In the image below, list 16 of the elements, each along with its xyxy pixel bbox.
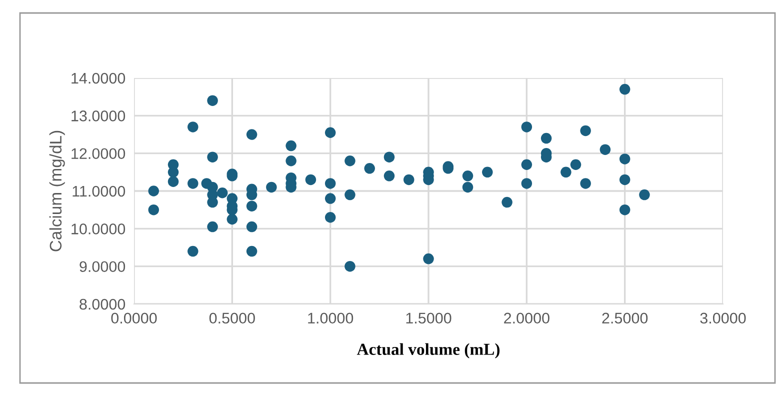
y-axis-title: Calcium (mg/dL)	[49, 130, 65, 252]
x-tick-label: 1.5000	[406, 312, 452, 324]
y-tick-label: 13.0000	[72, 110, 126, 122]
x-axis-title: Actual volume (mL)	[356, 343, 500, 358]
y-tick-label: 14.0000	[72, 72, 126, 84]
x-tick-label: 1.0000	[308, 312, 354, 324]
x-tick-label: 2.0000	[504, 312, 550, 324]
x-tick-label: 3.0000	[700, 312, 746, 324]
y-tick-label: 10.0000	[72, 224, 126, 234]
y-tick-label: 9.0000	[80, 261, 126, 272]
x-tick-label: 0.5000	[209, 312, 255, 324]
x-tick-label: 2.5000	[602, 312, 648, 324]
y-tick-label: 8.0000	[80, 298, 126, 310]
y-tick-label: 11.0000	[72, 186, 126, 197]
x-tick-label: 0.0000	[111, 312, 157, 324]
y-tick-label: 12.0000	[72, 148, 126, 160]
